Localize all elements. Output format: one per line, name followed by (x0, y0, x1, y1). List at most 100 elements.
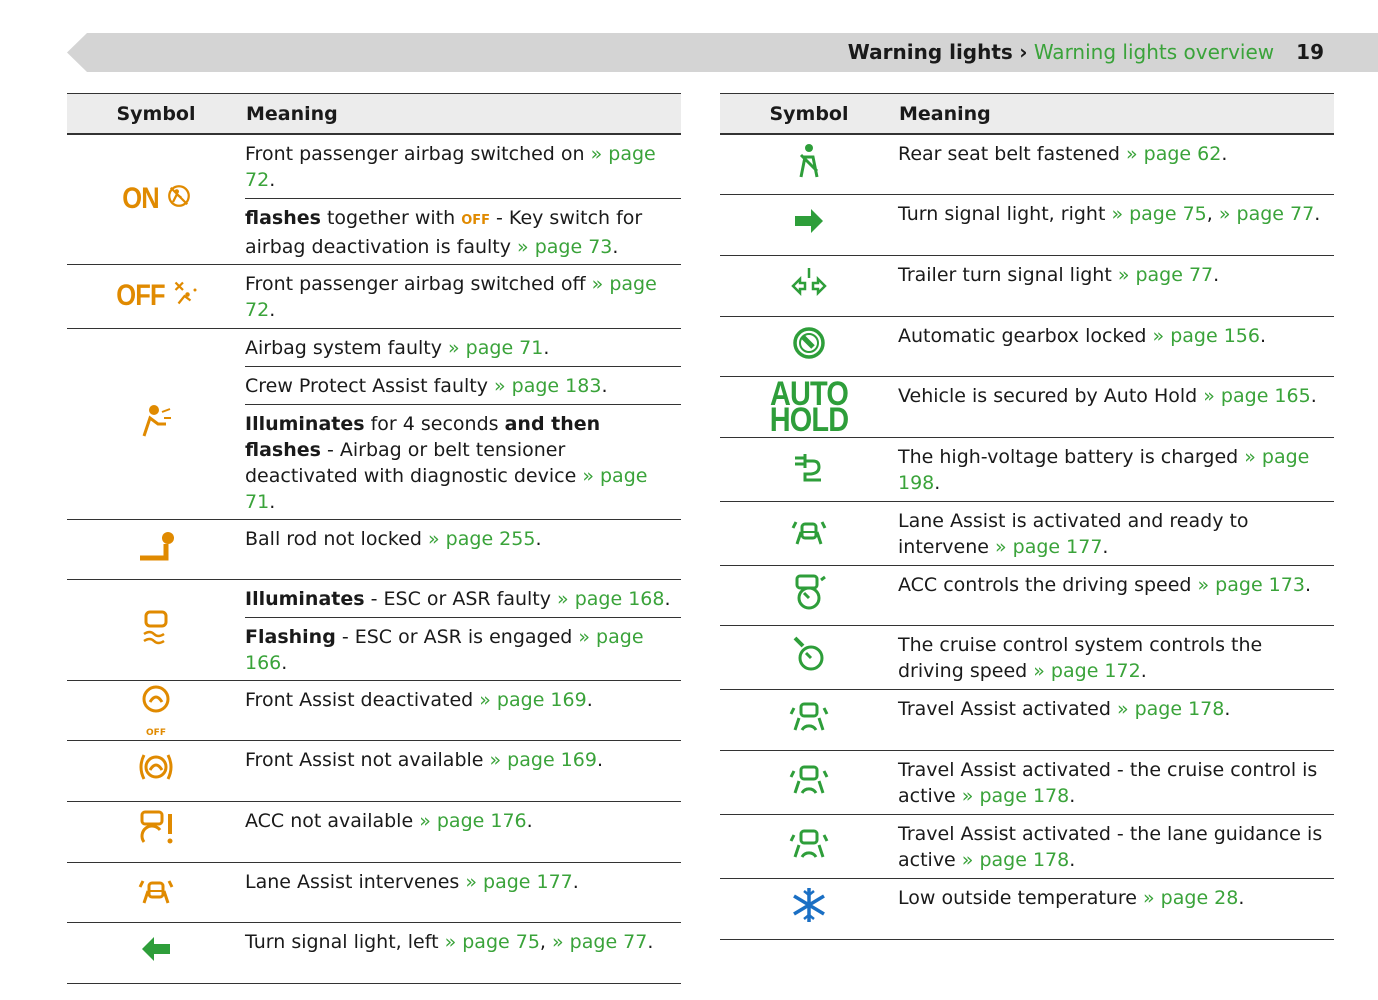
text-run: Illuminates (245, 587, 365, 610)
meaning-cell: Front Assist deactivated » page 169. (245, 680, 681, 741)
page-link[interactable]: » page 75 (1111, 202, 1207, 225)
text-run: OFF (461, 212, 490, 228)
meaning-cell: flashes together with OFF - Key switch f… (245, 198, 681, 265)
symbol (720, 262, 898, 309)
page-link[interactable]: » page 173 (1197, 573, 1305, 596)
text-run: Lane Assist is activated and ready to in… (898, 509, 1249, 558)
page-link[interactable]: » page 77 (1117, 263, 1214, 286)
page-link[interactable]: » page 28 (1143, 886, 1239, 909)
symbol (720, 823, 898, 870)
page-link[interactable]: » page 168 (557, 587, 665, 610)
symbol-icon (136, 747, 176, 794)
page-link[interactable]: » page 255 (428, 527, 536, 550)
table-row: Low outside temperature » page 28. (720, 878, 1334, 940)
page-link[interactable]: » page 71 (245, 464, 648, 513)
page-link[interactable]: » page 178 (961, 848, 1070, 871)
icon (140, 810, 173, 844)
meaning-cell: The high-voltage battery is charged » pa… (898, 437, 1334, 502)
page-link[interactable]: » page 166 (245, 625, 644, 674)
symbol-cell (720, 750, 898, 815)
symbol-cell (67, 579, 245, 681)
page-link[interactable]: » page 172 (1033, 659, 1141, 682)
symbol-icon (789, 634, 829, 681)
text-run: Front Assist not available (245, 748, 490, 771)
table-row: Illuminates - ESC or ASR faulty » page 1… (67, 579, 681, 681)
symbol-text: OFF (115, 279, 165, 312)
symbol-cell: OFF (67, 264, 245, 329)
text-run: . (1310, 384, 1317, 407)
text-run: . (601, 374, 608, 397)
column-header: Meaning (898, 93, 1334, 135)
symbol-cell (67, 328, 245, 520)
page-link[interactable]: » page 73 (517, 235, 613, 258)
page-link[interactable]: » page 169 (489, 748, 597, 771)
icon (140, 531, 174, 560)
page-link[interactable]: » page 177 (465, 870, 573, 893)
symbol-cell (720, 255, 898, 317)
symbol (67, 400, 245, 447)
text-run: Front passenger airbag switched on (245, 143, 591, 165)
text-run: . (269, 169, 276, 191)
text-run: . (281, 651, 288, 674)
table-row: Rear seat belt fastened » page 62. (720, 134, 1334, 195)
text-run: ACC not available (245, 809, 420, 832)
header-bar (67, 33, 1378, 72)
text-run: flashes (245, 206, 321, 229)
meaning-cell: Crew Protect Assist faulty » page 183. (245, 366, 681, 405)
symbol (720, 201, 898, 248)
subsection[interactable]: Warning lights overview (1033, 40, 1275, 64)
page-link[interactable]: » page 177 (994, 535, 1103, 558)
header: Warning lights › Warning lights overview… (848, 40, 1324, 64)
text-run: The high-voltage battery is charged (898, 445, 1245, 468)
page-link[interactable]: » page 72 (245, 272, 657, 321)
icon (799, 143, 819, 178)
symbol-icon (789, 262, 829, 309)
table-row: Travel Assist activated - the cruise con… (720, 750, 1334, 815)
text-run: . (612, 235, 619, 258)
page-link[interactable]: » page 169 (479, 688, 587, 711)
meaning-cell: Flashing - ESC or ASR is engaged » page … (245, 617, 681, 681)
meaning-cell: Turn signal light, right » page 75, » pa… (898, 194, 1334, 256)
text-run: . (1069, 784, 1076, 807)
page-link[interactable]: » page 198 (898, 445, 1310, 494)
page-link[interactable]: » page 77 (552, 930, 648, 953)
text-run: . (647, 930, 654, 953)
page-link[interactable]: » page 183 (494, 374, 602, 397)
icon (795, 453, 821, 481)
text-run: Rear seat belt fastened (898, 143, 1126, 165)
icon (789, 829, 829, 858)
page-link[interactable]: » page 178 (961, 784, 1070, 807)
symbol (67, 606, 245, 653)
icon (789, 765, 829, 794)
table-row: OFF Front passenger airbag switched off »… (67, 264, 681, 329)
table-row: Flashing - ESC or ASR is engaged » page … (67, 617, 681, 681)
page-link[interactable]: » page 165 (1203, 384, 1311, 407)
page-link[interactable]: » page 178 (1116, 697, 1225, 720)
symbol-icon (789, 446, 829, 493)
page-link[interactable]: » page 77 (1218, 202, 1315, 225)
page-link[interactable]: » page 62 (1125, 143, 1222, 165)
text-run: . (596, 748, 603, 771)
text-run: . (934, 471, 941, 494)
text-run: Turn signal light, left (245, 930, 445, 953)
text-run: Travel Assist activated - the lane guida… (898, 822, 1323, 871)
icon (174, 281, 196, 304)
symbol (720, 510, 898, 557)
page-link[interactable]: » page 72 (245, 143, 656, 191)
symbol-cell (67, 862, 245, 923)
meaning-cell: Travel Assist activated - the lane guida… (898, 814, 1334, 879)
meaning-cell: Trailer turn signal light » page 77. (898, 255, 1334, 317)
symbol-icon (136, 400, 176, 447)
page-link[interactable]: » page 71 (448, 336, 544, 359)
page-link[interactable]: » page 156 (1152, 324, 1260, 347)
table-row: Lane Assist intervenes » page 177. (67, 862, 681, 923)
symbol-icon (136, 526, 176, 573)
text-run: . (543, 336, 550, 359)
text-run: - ESC or ASR faulty (364, 587, 558, 610)
page-link[interactable]: » page 176 (419, 809, 527, 832)
symbol (720, 141, 898, 188)
symbol-icon (789, 323, 829, 370)
page-link[interactable]: » page 75 (444, 930, 540, 953)
meaning-cell: Airbag system faulty » page 71. (245, 328, 681, 367)
text-run: Front passenger airbag switched off (245, 272, 592, 295)
